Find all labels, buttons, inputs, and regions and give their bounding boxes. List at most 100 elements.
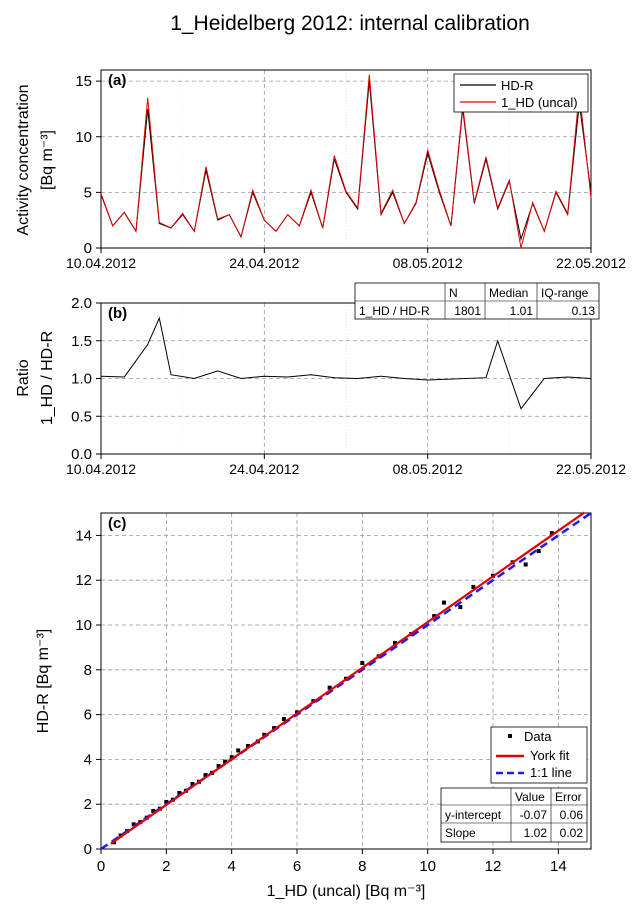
x-tick-label: 2	[162, 858, 170, 875]
data-point	[442, 600, 446, 605]
panel-a-ylabel-2: [Bq m⁻³]	[39, 130, 56, 190]
data-point	[131, 822, 136, 827]
y-tick-label: 0.5	[71, 408, 92, 425]
y-tick-label: 8	[84, 662, 92, 679]
panel-c-xlabel: 1_HD (uncal) [Bq m⁻³]	[267, 883, 426, 900]
y-tick-label: 0.0	[71, 446, 92, 463]
stats-b-row-label: 1_HD / HD-R	[359, 304, 430, 318]
data-point	[523, 562, 528, 567]
data-point	[432, 614, 437, 619]
data-point	[246, 743, 250, 748]
legend-1hd-label: 1_HD (uncal)	[501, 95, 578, 110]
data-point	[536, 549, 541, 554]
data-point	[229, 755, 234, 760]
panel-c: 0 2 4 6 8 10 12 14 0 2 4 6 8 10 12 14 (c) HD-R [Bq m⁻³]…	[35, 511, 592, 900]
panel-b: 10.04.2012 24.04.2012 08.05.2012 22.05.2012…	[15, 282, 626, 477]
y-tick-label: 12	[75, 572, 92, 589]
y-tick-label: 10	[75, 129, 92, 146]
stats-c-row2-label: Slope	[445, 826, 476, 840]
stats-c-header-error: Error	[555, 790, 582, 804]
y-tick-label: 1.5	[71, 333, 92, 350]
panel-c-legend: Data York fit 1:1 line	[490, 726, 588, 784]
y-tick-label: 15	[75, 73, 92, 90]
data-point	[223, 759, 228, 764]
x-tick-label: 08.05.2012	[393, 461, 463, 477]
x-tick-label: 22.05.2012	[556, 461, 626, 477]
x-tick-label: 6	[293, 858, 301, 875]
x-tick-label: 8	[358, 858, 366, 875]
panel-b-series	[100, 316, 592, 410]
x-tick-label: 10	[419, 858, 436, 875]
panel-b-ylabel-2: 1_HD / HD-R	[39, 331, 56, 425]
stats-c-row1-label: y-intercept	[445, 808, 502, 822]
x-tick-label: 14	[550, 858, 567, 875]
y-tick-label: 6	[84, 707, 92, 724]
stats-c-row2-value: 1.02	[524, 826, 548, 840]
stats-b-row-n: 1801	[454, 304, 481, 318]
data-point	[458, 605, 463, 610]
panel-c-series	[100, 511, 592, 851]
data-point	[272, 726, 277, 731]
y-tick-label: 2	[84, 796, 92, 813]
data-point	[216, 764, 221, 769]
legend-11-label: 1:1 line	[530, 765, 572, 780]
panel-a-ylabel-1: Activity concentration	[15, 84, 32, 235]
y-tick-label: 2.0	[71, 295, 92, 312]
data-point	[164, 799, 169, 804]
panel-c-label: (c)	[108, 515, 126, 532]
data-point	[281, 717, 286, 722]
panel-a-label: (a)	[108, 72, 126, 89]
x-tick-label: 10.04.2012	[66, 461, 136, 477]
series-line-0	[100, 316, 592, 410]
data-point	[190, 782, 195, 787]
panel-c-frame	[100, 512, 592, 850]
x-tick-label: 0	[97, 858, 105, 875]
stats-c-header-value: Value	[515, 790, 545, 804]
stats-c-row2-error: 0.02	[560, 826, 584, 840]
legend-data-label: Data	[524, 729, 552, 744]
x-tick-label: 24.04.2012	[229, 255, 299, 271]
york-fit-line	[110, 511, 586, 845]
data-point	[471, 584, 476, 589]
panel-a: 10.04.2012 24.04.2012 08.05.2012 22.05.2012…	[15, 69, 626, 271]
panel-a-legend: HD-R 1_HD (uncal)	[453, 73, 589, 113]
legend-hdr-label: HD-R	[501, 78, 534, 93]
panel-a-frame	[100, 69, 592, 249]
y-tick-label: 1.0	[71, 371, 92, 388]
data-point	[393, 640, 397, 645]
legend-data-marker	[508, 734, 512, 738]
data-point	[549, 531, 554, 536]
panel-c-stats-table: Value Error y-intercept -0.07 0.06 Slope…	[440, 787, 588, 843]
stats-b-header-n: N	[449, 286, 458, 300]
y-tick-label: 14	[75, 527, 92, 544]
stats-c-row1-error: 0.06	[560, 808, 584, 822]
x-tick-label: 4	[227, 858, 235, 875]
panel-b-label: (b)	[108, 305, 127, 322]
series-line-1	[100, 74, 592, 249]
panel-a-ticks: 10.04.2012 24.04.2012 08.05.2012 22.05.2012…	[66, 73, 626, 271]
y-tick-label: 0	[84, 240, 92, 257]
stats-b-header-median: Median	[489, 286, 528, 300]
data-point	[177, 791, 182, 795]
y-tick-label: 4	[84, 751, 92, 768]
panel-b-ticks: 10.04.2012 24.04.2012 08.05.2012 22.05.2012…	[66, 295, 626, 477]
stats-b-row-median: 1.01	[510, 304, 534, 318]
x-tick-label: 12	[485, 858, 502, 875]
legend-york-label: York fit	[530, 748, 570, 763]
y-tick-label: 10	[75, 617, 92, 634]
stats-c-row1-value: -0.07	[520, 808, 548, 822]
data-point	[151, 808, 156, 813]
y-tick-label: 0	[84, 841, 92, 858]
x-tick-label: 08.05.2012	[393, 255, 463, 271]
x-tick-label: 24.04.2012	[229, 461, 299, 477]
data-point	[327, 685, 332, 690]
y-tick-label: 5	[84, 184, 92, 201]
panel-a-series	[100, 74, 592, 249]
panel-c-ylabel: HD-R [Bq m⁻³]	[35, 629, 52, 733]
stats-b-header-iqr: IQ-range	[541, 286, 589, 300]
data-point	[236, 748, 241, 753]
data-point	[360, 661, 365, 666]
panel-c-ticks: 0 2 4 6 8 10 12 14 0 2 4 6 8 10 12 14	[75, 527, 566, 875]
panel-b-stats-table: N Median IQ-range 1_HD / HD-R 1801 1.01 …	[354, 282, 600, 320]
